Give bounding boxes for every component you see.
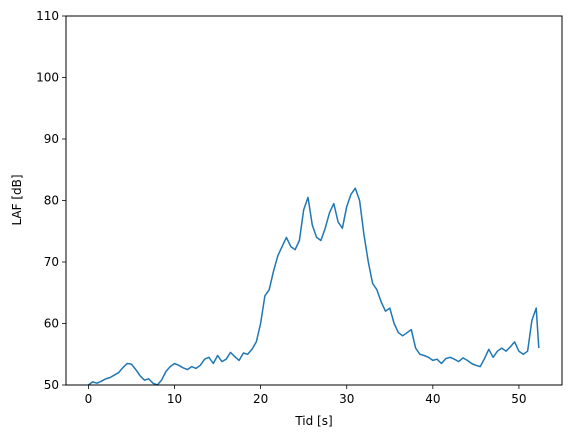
x-tick-label: 0 <box>85 392 93 406</box>
x-tick-label: 40 <box>425 392 440 406</box>
plot-frame <box>65 15 563 386</box>
y-tick-label: 80 <box>44 194 59 208</box>
x-tick-label: 30 <box>339 392 354 406</box>
x-tick-label: 50 <box>511 392 526 406</box>
y-tick-label: 110 <box>36 9 59 23</box>
y-axis-label: LAF [dB] <box>10 174 24 225</box>
y-tick-label: 100 <box>36 71 59 85</box>
y-tick-label: 90 <box>44 132 59 146</box>
series-line <box>87 187 540 386</box>
plot-background <box>66 16 562 385</box>
ticks-layer: 0 10 20 30 40 50 50 60 70 80 90 100 110 <box>36 9 526 406</box>
y-tick-label: 70 <box>44 255 59 269</box>
x-axis-label: Tid [s] <box>294 414 332 428</box>
y-tick-label: 60 <box>44 317 59 331</box>
x-tick-label: 10 <box>167 392 182 406</box>
x-tick-label: 20 <box>253 392 268 406</box>
y-tick-label: 50 <box>44 378 59 392</box>
